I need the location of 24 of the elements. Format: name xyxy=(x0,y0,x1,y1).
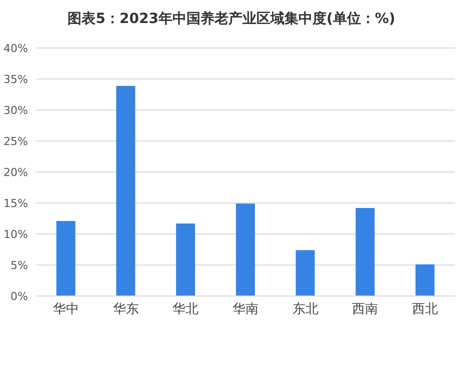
y-tick-label: 15% xyxy=(4,196,28,210)
y-tick-label: 35% xyxy=(4,72,28,86)
bar xyxy=(56,220,76,296)
bar xyxy=(236,204,255,296)
y-tick-label: 0% xyxy=(10,290,28,303)
bar xyxy=(356,208,375,296)
bar xyxy=(176,223,196,296)
x-tick-label: 华北 xyxy=(172,302,199,318)
bar xyxy=(116,86,136,296)
x-tick-label: 华中 xyxy=(52,302,79,318)
x-tick-label: 西南 xyxy=(352,302,378,318)
y-tick-label: 40% xyxy=(4,42,28,55)
bar xyxy=(415,264,434,296)
x-tick-label: 华东 xyxy=(112,302,139,318)
y-tick-label: 30% xyxy=(4,104,28,117)
y-tick-label: 25% xyxy=(4,134,28,148)
chart-title: 图表5：2023年中国养老产业区域集中度(单位：%) xyxy=(66,10,396,29)
x-tick-label: 东北 xyxy=(292,302,318,318)
x-tick-label: 西北 xyxy=(412,302,438,318)
y-tick-label: 20% xyxy=(4,166,28,179)
bar xyxy=(296,250,315,296)
y-tick-label: 10% xyxy=(4,228,28,241)
y-tick-label: 5% xyxy=(10,258,28,272)
x-tick-label: 华南 xyxy=(232,302,258,318)
